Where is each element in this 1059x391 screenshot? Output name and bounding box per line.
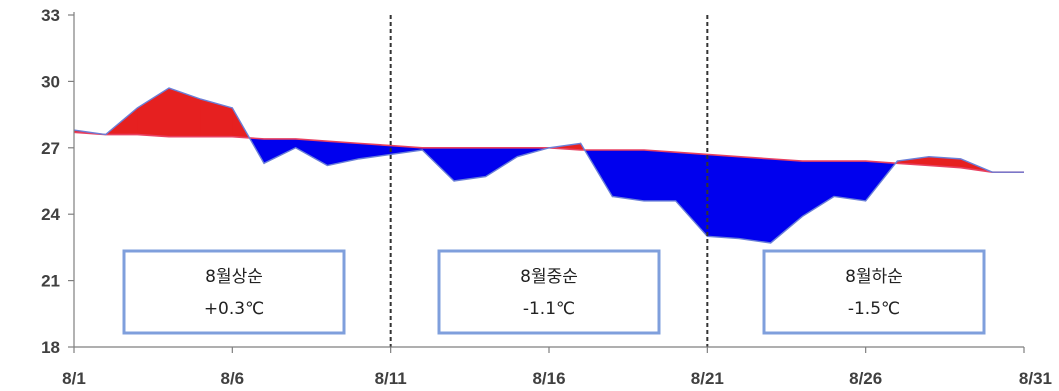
anomaly-fills	[73, 87, 1024, 244]
x-tick-label: 8/16	[532, 369, 565, 388]
below-normal-area	[453, 147, 486, 182]
below-normal-area	[263, 138, 296, 164]
series-line-observed	[73, 87, 1024, 244]
below-normal-area	[643, 149, 676, 202]
below-normal-area	[707, 154, 740, 239]
annotation-anomaly-value: +0.3℃	[204, 299, 264, 319]
annotation-anomaly-value: -1.5℃	[848, 299, 900, 319]
annotation-anomaly-value: -1.1℃	[523, 299, 575, 319]
y-tick-label: 30	[41, 72, 60, 91]
axes	[68, 12, 1025, 353]
y-tick-labels: 18 21 24 27 30 33	[41, 6, 60, 357]
x-tick-label: 8/11	[375, 369, 407, 388]
x-tick-labels: 8/1 8/6 8/11 8/16 8/21 8/26 8/31	[62, 369, 1052, 388]
annotation-frame	[437, 249, 661, 335]
below-normal-area	[675, 151, 708, 238]
above-normal-area	[168, 87, 201, 138]
x-tick-label: 8/21	[691, 369, 724, 388]
below-normal-area	[802, 160, 835, 217]
annotation-period-label: 8월상순	[205, 267, 263, 287]
x-tick-label: 8/26	[849, 369, 882, 388]
above-normal-area	[137, 87, 170, 138]
above-normal-area	[200, 98, 233, 138]
period-annotation-box: 8월상순 +0.3℃	[122, 249, 346, 335]
x-tick-label: 8/6	[221, 369, 245, 388]
period-annotation-box: 8월중순 -1.1℃	[437, 249, 661, 335]
below-normal-area	[485, 147, 518, 178]
x-tick-label: 8/1	[62, 369, 86, 388]
period-annotation-box: 8월하순 -1.5℃	[762, 249, 986, 335]
series-lines	[73, 87, 1024, 244]
period-markers	[389, 15, 709, 347]
period-annotations: 8월상순 +0.3℃ 8월중순 -1.1℃ 8월하순 -1.5℃	[122, 249, 986, 335]
annotation-frame	[762, 249, 986, 335]
y-tick-label: 27	[41, 139, 60, 158]
annotation-period-label: 8월하순	[845, 267, 903, 287]
below-normal-area	[738, 156, 771, 244]
below-normal-area	[295, 138, 328, 167]
y-tick-label: 24	[41, 205, 60, 224]
annotation-period-label: 8월중순	[520, 267, 578, 287]
y-tick-label: 21	[41, 272, 60, 291]
below-normal-area	[833, 160, 866, 202]
y-tick-label: 33	[41, 6, 60, 25]
annotation-frame	[122, 249, 346, 335]
x-tick-label: 8/31	[1019, 369, 1052, 388]
below-normal-area	[612, 149, 645, 202]
y-tick-label: 18	[41, 338, 60, 357]
